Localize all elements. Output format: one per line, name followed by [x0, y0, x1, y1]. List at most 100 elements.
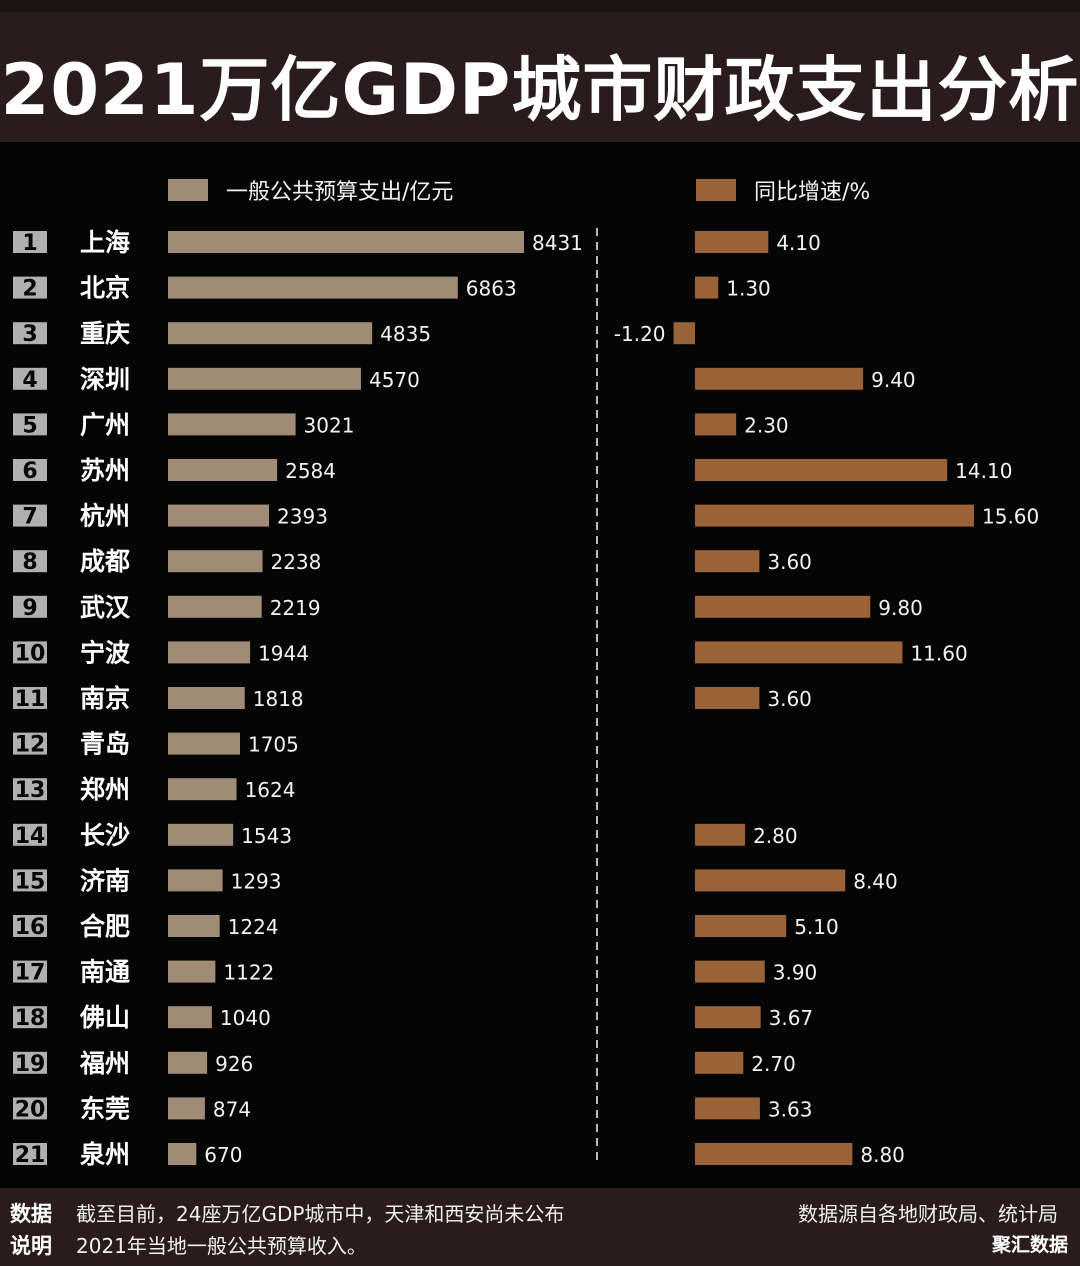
- city-label: 武汉: [80, 593, 131, 622]
- footer-source: 数据源自各地财政局、统计局: [798, 1202, 1058, 1226]
- growth-value-label: 9.40: [871, 368, 916, 392]
- city-label: 泉州: [80, 1140, 130, 1169]
- rank-number: 13: [15, 778, 46, 803]
- rank-badge: [13, 1143, 47, 1165]
- growth-bar: [695, 641, 903, 664]
- spend-value-label: 1122: [223, 961, 274, 985]
- growth-bar: [695, 1051, 744, 1074]
- growth-bar: [695, 504, 974, 527]
- spend-bar: [168, 231, 524, 253]
- rank-badge: [13, 276, 47, 299]
- spend-bar: [168, 1097, 205, 1120]
- rank-number: 8: [22, 550, 37, 575]
- city-label: 北京: [80, 274, 130, 303]
- rank-number: 19: [15, 1052, 46, 1077]
- spend-value-label: 1040: [220, 1006, 271, 1030]
- growth-bar: [673, 322, 695, 345]
- growth-bar: [695, 1006, 761, 1029]
- footer-label: 数据 说明: [10, 1198, 58, 1262]
- spend-value-label: 2584: [285, 459, 336, 483]
- growth-value-label: 8.80: [860, 1143, 905, 1167]
- growth-bar: [695, 367, 864, 390]
- spend-bar: [168, 459, 278, 481]
- footer-brand: 聚汇数据: [991, 1234, 1068, 1256]
- footer-note-line2: 2021年当地一般公共预算收入。: [76, 1234, 367, 1258]
- growth-value-label: 15.60: [982, 505, 1039, 529]
- spend-value-label: 8431: [532, 231, 583, 255]
- legend-spend-label: 一般公共预算支出/亿元: [226, 180, 454, 205]
- bar-chart: 1 上海 8431 4.10 2 北京 6863 1.30 3 重庆 4835 -1.20 4 深圳 457…: [13, 228, 1039, 1169]
- city-label: 苏州: [80, 456, 130, 485]
- growth-bar: [695, 823, 746, 846]
- growth-value-label: 4.10: [776, 231, 821, 255]
- rank-badge: [13, 413, 47, 436]
- growth-value-label: 9.80: [878, 596, 923, 620]
- spend-bar: [168, 276, 458, 299]
- rank-badge: [13, 641, 47, 664]
- growth-bar: [695, 915, 787, 937]
- footer-label-line2: 说明: [10, 1234, 52, 1258]
- spend-value-label: 4835: [380, 322, 431, 346]
- rank-number: 4: [22, 368, 37, 393]
- footer-label-line1: 数据: [10, 1202, 52, 1226]
- city-label: 青岛: [80, 730, 130, 759]
- rank-number: 7: [22, 505, 37, 530]
- rank-number: 18: [15, 1006, 46, 1031]
- spend-bar: [168, 732, 240, 755]
- city-label: 宁波: [80, 638, 131, 667]
- header-banner: 2021万亿GDP城市财政支出分析: [0, 0, 1080, 142]
- growth-bar: [695, 276, 719, 299]
- spend-value-label: 6863: [466, 277, 517, 301]
- rank-badge: [13, 960, 47, 983]
- rank-badge: [13, 1006, 47, 1029]
- rank-number: 16: [15, 915, 46, 940]
- spend-bar: [168, 641, 251, 664]
- footer-note-line1: 截至目前，24座万亿GDP城市中，天津和西安尚未公布: [76, 1202, 565, 1226]
- city-label: 南通: [80, 958, 130, 987]
- rank-number: 11: [15, 687, 46, 712]
- spend-value-label: 1705: [248, 733, 299, 757]
- city-label: 郑州: [80, 775, 130, 804]
- rank-badge: [13, 322, 47, 345]
- rank-badge: [13, 550, 47, 573]
- growth-bar: [695, 231, 769, 253]
- growth-value-label: -1.20: [614, 322, 666, 346]
- legend-growth: 同比增速/%: [696, 176, 871, 205]
- growth-value-label: 2.80: [753, 824, 798, 848]
- city-label: 合肥: [80, 912, 130, 941]
- rank-badge: [13, 231, 47, 253]
- growth-bar: [695, 550, 760, 573]
- footer-note: 截至目前，24座万亿GDP城市中，天津和西安尚未公布 2021年当地一般公共预算…: [76, 1198, 636, 1262]
- spend-bar: [168, 504, 270, 527]
- growth-value-label: 3.60: [767, 687, 812, 711]
- growth-value-label: 3.63: [768, 1097, 813, 1121]
- legend-spend-swatch: [168, 179, 208, 201]
- growth-bar: [695, 459, 948, 481]
- rank-number: 9: [22, 596, 37, 621]
- spend-value-label: 1543: [241, 824, 292, 848]
- rank-number: 1: [22, 231, 37, 256]
- spend-value-label: 926: [215, 1052, 253, 1076]
- spend-value-label: 1944: [258, 641, 309, 665]
- legend-growth-label: 同比增速/%: [754, 180, 871, 205]
- growth-bar: [695, 1143, 853, 1165]
- rank-badge: [13, 869, 47, 892]
- rank-badge: [13, 1097, 47, 1120]
- growth-value-label: 2.70: [751, 1052, 796, 1076]
- growth-value-label: 8.40: [853, 869, 898, 893]
- city-label: 长沙: [80, 821, 130, 850]
- rank-number: 21: [15, 1143, 46, 1168]
- city-label: 杭州: [80, 502, 130, 531]
- growth-bar: [695, 413, 737, 436]
- growth-value-label: 3.60: [767, 550, 812, 574]
- spend-bar: [168, 687, 245, 709]
- rank-badge: [13, 504, 47, 527]
- spend-bar: [168, 869, 223, 892]
- rank-number: 10: [15, 641, 46, 666]
- spend-bar: [168, 550, 263, 573]
- spend-bar: [168, 823, 234, 846]
- rank-number: 15: [15, 869, 46, 894]
- growth-value-label: 5.10: [794, 915, 839, 939]
- spend-value-label: 2238: [270, 550, 321, 574]
- spend-value-label: 670: [204, 1143, 242, 1167]
